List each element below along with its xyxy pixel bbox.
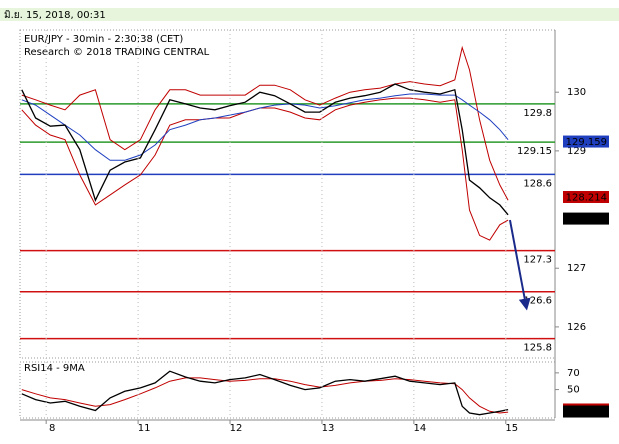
forecast-arrow bbox=[508, 219, 531, 311]
y-tick-label: 129 bbox=[567, 146, 586, 157]
level-label: 127.3 bbox=[523, 255, 552, 266]
series-line bbox=[21, 45, 509, 201]
level-label: 128.6 bbox=[523, 178, 552, 189]
series-line bbox=[21, 97, 509, 241]
price-label-box bbox=[563, 190, 609, 203]
x-tick-label: 13 bbox=[322, 423, 335, 434]
y-tick-label: 126 bbox=[567, 322, 586, 333]
rsi-title: RSI14 - 9MA bbox=[24, 363, 85, 374]
series-line bbox=[21, 370, 509, 416]
x-tick-label: 11 bbox=[138, 423, 151, 434]
series-line bbox=[21, 377, 509, 414]
chart-subtitle: Research © 2018 TRADING CENTRAL bbox=[24, 47, 210, 58]
price-label: 129.159 bbox=[566, 137, 607, 148]
x-tick-label: 12 bbox=[230, 423, 243, 434]
x-tick-label: 15 bbox=[505, 423, 518, 434]
y-tick-label: 70 bbox=[567, 368, 580, 379]
y-tick-label: 127 bbox=[567, 263, 586, 274]
level-label: 129.15 bbox=[517, 146, 552, 157]
price-label-box bbox=[563, 135, 609, 148]
price-panel bbox=[19, 29, 556, 359]
level-label: 129.8 bbox=[523, 108, 552, 119]
price-label: 23.7543 bbox=[566, 407, 607, 418]
price-label-box bbox=[563, 405, 609, 418]
level-label: 125.8 bbox=[523, 343, 552, 354]
price-label: 127.846 bbox=[566, 214, 607, 225]
chart-title: EUR/JPY - 30min - 2:30:38 (CET) bbox=[24, 34, 183, 45]
price-label-box bbox=[563, 212, 609, 225]
y-tick-label: 50 bbox=[567, 385, 580, 396]
header-date: มิ.ย. 15, 2018, 00:31 bbox=[4, 10, 106, 21]
header-bar bbox=[0, 8, 619, 21]
x-tick-label: 8 bbox=[49, 423, 55, 434]
level-label: 126.6 bbox=[523, 296, 552, 307]
rsi-panel bbox=[19, 361, 556, 419]
y-tick-label: 130 bbox=[567, 87, 586, 98]
x-tick-label: 14 bbox=[414, 423, 427, 434]
price-label: 128.214 bbox=[566, 192, 607, 203]
series-line bbox=[21, 83, 509, 216]
